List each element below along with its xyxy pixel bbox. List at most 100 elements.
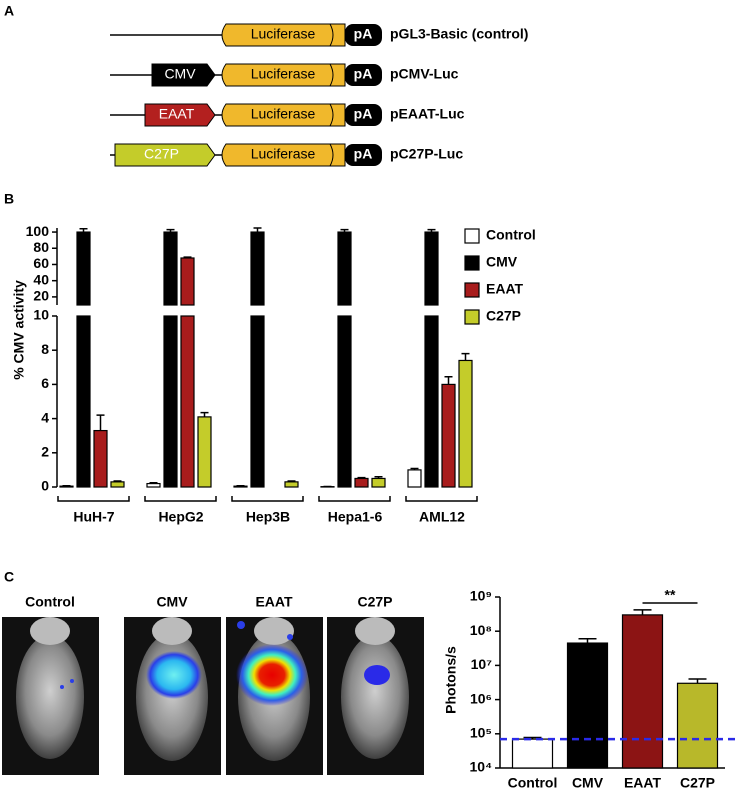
- y-tick-label: 6: [41, 375, 49, 391]
- y-tick-label: 10⁹: [470, 588, 492, 604]
- image-label: Control: [25, 594, 75, 610]
- bar: [163, 231, 178, 306]
- error-bar: [183, 256, 192, 258]
- y-tick-label: 10⁶: [470, 690, 492, 706]
- y-tick-label: 20: [33, 288, 49, 304]
- error-bar: [253, 227, 262, 233]
- group-bracket: [231, 496, 304, 502]
- mouse-images: [2, 617, 424, 775]
- bar: [250, 315, 265, 488]
- y-tick-label: 10⁷: [471, 656, 493, 672]
- error-bar: [688, 678, 707, 684]
- construct-name: pGL3-Basic (control): [390, 26, 528, 42]
- construct-name: pCMV-Luc: [390, 66, 459, 82]
- bar: [337, 315, 352, 488]
- legend-swatch: [464, 255, 480, 271]
- polya-box: [345, 104, 382, 126]
- gene-label: Luciferase: [251, 26, 316, 42]
- y-tick-label: 10: [33, 307, 49, 323]
- polya-label: pA: [354, 106, 373, 122]
- x-tick-label: Hepa1-6: [328, 509, 383, 525]
- construct-name: pC27P-Luc: [390, 146, 463, 162]
- legend-label: C27P: [486, 308, 521, 324]
- luciferase-box: [221, 63, 346, 87]
- x-tick-label: C27P: [680, 775, 715, 791]
- bar: [511, 738, 554, 769]
- error-bar: [427, 228, 436, 233]
- polya-box: [345, 64, 382, 86]
- error-bar: [340, 228, 349, 233]
- error-bar: [461, 352, 470, 361]
- group-bracket: [144, 496, 217, 502]
- legend-label: CMV: [486, 254, 518, 270]
- construct-diagram: Luciferase pA pGL3-Basic (control) CMV Lucif…: [110, 23, 528, 167]
- bar: [93, 429, 108, 488]
- panel-label: B: [4, 191, 14, 207]
- error-bar: [578, 638, 597, 644]
- error-bar: [523, 736, 542, 740]
- bar: [197, 416, 212, 488]
- error-bar: [357, 476, 366, 479]
- y-tick-label: 0: [41, 478, 49, 494]
- x-tick-label: EAAT: [624, 775, 662, 791]
- bar: [566, 642, 609, 769]
- legend-swatch: [464, 282, 480, 298]
- legend-label: Control: [486, 227, 536, 243]
- bar: [441, 383, 456, 488]
- legend-label: EAAT: [486, 281, 524, 297]
- bar: [458, 359, 473, 488]
- error-bar: [149, 481, 158, 484]
- error-bar: [287, 480, 296, 482]
- promoter-label: EAAT: [159, 106, 195, 122]
- bar: [76, 315, 91, 488]
- x-tick-label: Control: [508, 775, 558, 791]
- y-tick-label: 10⁵: [470, 725, 492, 741]
- y-tick-label: 4: [41, 409, 49, 425]
- error-bar: [444, 375, 453, 385]
- group-bracket: [318, 496, 391, 502]
- error-bar: [200, 411, 209, 417]
- bar: [676, 682, 719, 769]
- promoter-box: [144, 103, 216, 127]
- divider: [329, 23, 334, 47]
- bar: [337, 231, 352, 306]
- panel-label: C: [4, 569, 14, 585]
- bar: [424, 315, 439, 488]
- error-bar: [166, 228, 175, 233]
- promoter-label: C27P: [144, 146, 179, 162]
- x-tick-label: Hep3B: [246, 509, 290, 525]
- bar: [407, 469, 422, 488]
- image-label: EAAT: [255, 594, 293, 610]
- divider: [329, 103, 334, 127]
- x-tick-label: AML12: [419, 509, 465, 525]
- polya-label: pA: [354, 66, 373, 82]
- legend-swatch: [464, 309, 480, 325]
- y-tick-label: 80: [33, 239, 49, 255]
- log-bar-chart: 10⁴ 10⁵ 10⁶ 10⁷ 10⁸ 10⁹ Photons/s Control CMV EAA…: [443, 587, 736, 791]
- error-bar: [374, 475, 383, 479]
- significance-label: **: [665, 587, 676, 603]
- bar: [284, 481, 299, 488]
- bar: [250, 231, 265, 306]
- bar: [163, 315, 178, 488]
- divider: [329, 143, 334, 167]
- luciferase-box: [221, 143, 346, 167]
- bar: [76, 231, 91, 306]
- image-label: CMV: [156, 594, 188, 610]
- image-label: C27P: [357, 594, 392, 610]
- y-axis-label: % CMV activity: [11, 280, 27, 380]
- group-bracket: [405, 496, 478, 502]
- x-tick-label: CMV: [572, 775, 604, 791]
- error-bar: [633, 609, 652, 615]
- promoter-box: [114, 143, 216, 167]
- y-axis-label: Photons/s: [443, 646, 459, 714]
- group-bracket: [57, 496, 130, 502]
- y-tick-label: 10⁸: [470, 622, 492, 638]
- error-bar: [96, 414, 105, 431]
- polya-label: pA: [354, 146, 373, 162]
- y-tick-label: 60: [33, 255, 49, 271]
- bar: [621, 614, 664, 769]
- legend-swatch: [464, 228, 480, 244]
